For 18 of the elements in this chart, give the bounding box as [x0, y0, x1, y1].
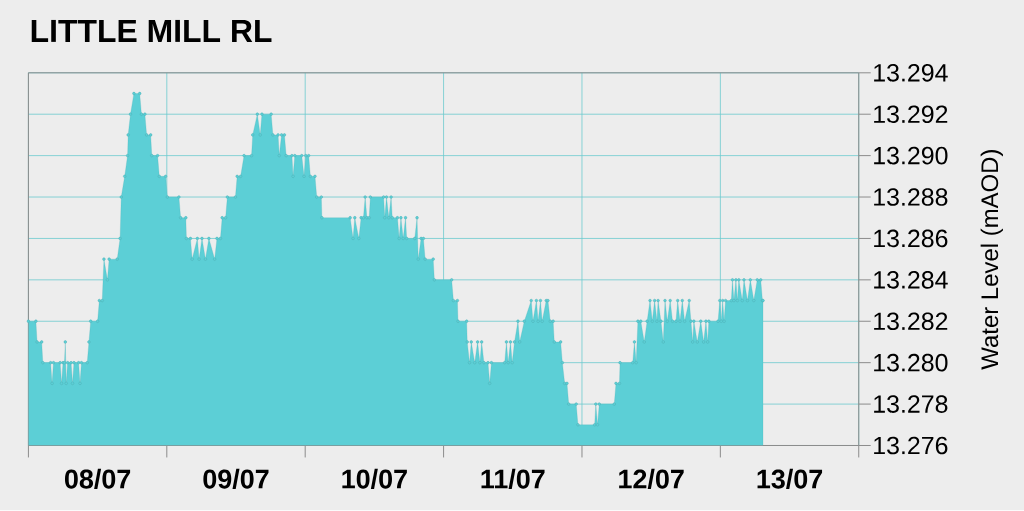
y-tick-label: 13.276 [874, 436, 948, 455]
x-tick-label: 11/07 [481, 469, 545, 490]
y-tick-label: 13.288 [874, 188, 948, 207]
y-tick-label: 13.280 [874, 354, 948, 372]
y-tick-label: 13.294 [874, 64, 948, 82]
y-tick-label: 13.278 [874, 395, 948, 414]
x-tick-label: 13/07 [757, 469, 823, 490]
y-tick-label: 13.292 [874, 105, 948, 124]
y-tick-label: 13.284 [874, 271, 948, 289]
y-axis-title: Water Level (mAOD) [980, 150, 1003, 370]
x-tick-label: 09/07 [203, 469, 269, 490]
y-tick-label: 13.290 [874, 146, 948, 165]
x-tick-label: 10/07 [342, 469, 407, 490]
y-tick-label: 13.286 [874, 229, 948, 248]
x-tick-label: 12/07 [619, 469, 684, 490]
y-tick-label: 13.282 [874, 312, 948, 331]
chart-title: LITTLE MILL RL [31, 20, 272, 43]
x-tick-label: 08/07 [64, 469, 131, 490]
